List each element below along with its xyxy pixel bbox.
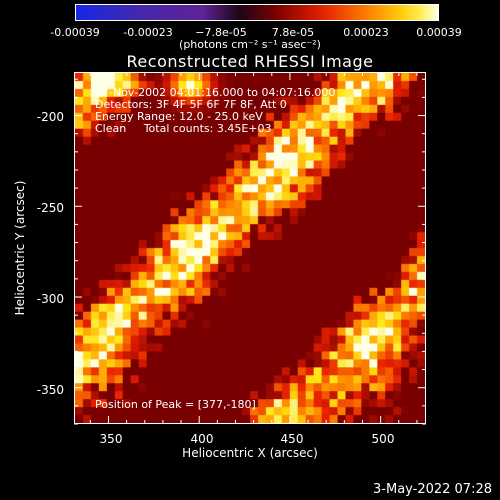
colorbar-tick: 0.00023 bbox=[343, 26, 389, 39]
x-tick-label: 350 bbox=[99, 432, 123, 446]
x-axis-label: Heliocentric X (arcsec) bbox=[182, 446, 318, 460]
y-tick-label: -250 bbox=[36, 201, 64, 215]
colorbar-tick: -0.00039 bbox=[50, 26, 100, 39]
detectors-annotation: Detectors: 3F 4F 5F 6F 7F 8F, Att 0 bbox=[95, 98, 287, 111]
x-tick-label: 500 bbox=[371, 432, 395, 446]
timestamp: 3-May-2022 07:28 bbox=[373, 482, 492, 497]
x-tick-label: 450 bbox=[280, 432, 304, 446]
y-tick-label: -200 bbox=[36, 110, 64, 124]
colorbar-unit: (photons cm⁻² s⁻¹ asec⁻²) bbox=[179, 38, 321, 51]
colorbar-tick: -0.00023 bbox=[123, 26, 173, 39]
y-axis-label: Heliocentric Y (arcsec) bbox=[13, 180, 27, 316]
counts-annotation: Clean Total counts: 3.45E+03 bbox=[95, 122, 272, 135]
colorbar-tick: 0.00039 bbox=[416, 26, 462, 39]
y-tick-label: -350 bbox=[36, 383, 64, 397]
energy-range-annotation: Energy Range: 12.0 - 25.0 keV bbox=[95, 110, 263, 123]
colorbar-tick: 7.8e-05 bbox=[271, 26, 315, 39]
colorbar bbox=[75, 4, 439, 21]
peak-position-annotation: Position of Peak = [377,-180] bbox=[95, 398, 256, 411]
chart-title: Reconstructed RHESSI Image bbox=[126, 52, 374, 71]
y-tick-label: -300 bbox=[36, 292, 64, 306]
heatmap-image bbox=[75, 73, 425, 423]
x-tick-label: 400 bbox=[190, 432, 214, 446]
plot-area: 17-Nov-2002 04:01:16.000 to 04:07:16.000… bbox=[74, 72, 426, 424]
colorbar-tick: −7.8e-05 bbox=[195, 26, 247, 39]
time-range-annotation: 17-Nov-2002 04:01:16.000 to 04:07:16.000 bbox=[95, 86, 336, 99]
